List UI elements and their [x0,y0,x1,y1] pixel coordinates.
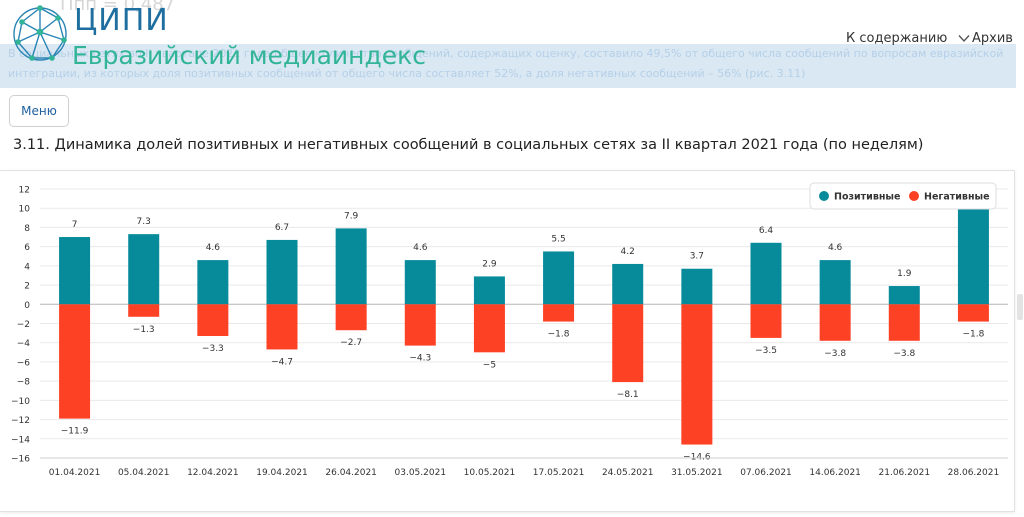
menu-button[interactable]: Меню [9,95,69,127]
highlight-line-2: интеграции, из которых доля позитивных с… [8,67,806,80]
nav-archive-link[interactable]: Архив [958,31,1013,46]
page-title: 3.11. Динамика долей позитивных и негати… [13,137,924,153]
selected-text-band: В социальных сетях во II квартале 2021 г… [0,44,1016,88]
ghost-heading: Ппп = 0,487 [60,0,176,15]
chevron-down-icon [958,31,972,46]
logo-network-icon[interactable] [10,4,70,64]
chart-frame [0,170,1015,512]
brand-full-name[interactable]: Евразийский медиаиндекс [72,41,426,70]
highlight-line-1: В социальных сетях во II квартале 2021 г… [8,47,1008,60]
nav-contents-link[interactable]: К содержанию [846,31,948,46]
brand-short-name[interactable]: ЦИПИ [74,3,169,38]
nav-archive-label: Архив [972,31,1013,46]
site-header: Ппп = 0,487 В социальных сетях во II ква… [0,0,1024,92]
scrollbar-handle[interactable] [1017,294,1023,320]
